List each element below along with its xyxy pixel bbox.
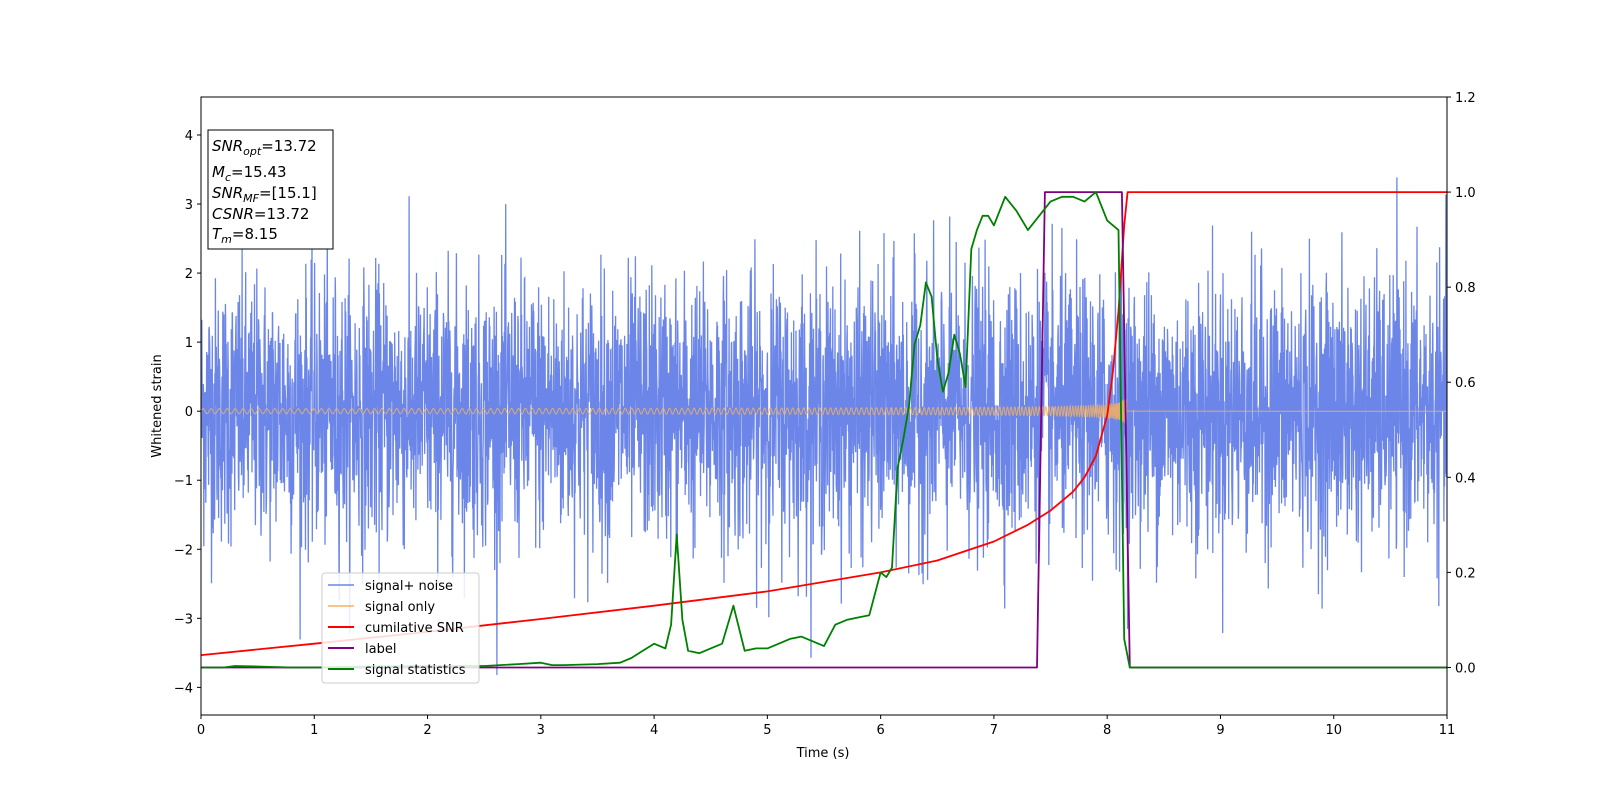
y-tick-label: −1 xyxy=(174,474,193,489)
y-right-tick-label: 1.0 xyxy=(1455,186,1476,201)
x-tick-label: 4 xyxy=(650,723,658,738)
legend: signal+ noise signal only cumilative SNR la… xyxy=(321,572,480,684)
x-tick-label: 9 xyxy=(1216,723,1224,738)
legend-frame xyxy=(321,572,480,684)
x-tick-label: 3 xyxy=(537,723,545,738)
info-box: SNRopt=13.72 Mc=15.43SNRMF=[15.1]CSNR=13.… xyxy=(207,129,334,250)
x-tick-label: 2 xyxy=(423,723,431,738)
y-right-tick-label: 0.2 xyxy=(1455,566,1476,581)
info-box-frame xyxy=(207,129,334,250)
y-tick-label: 4 xyxy=(185,129,193,144)
y-right-tick-label: 0.0 xyxy=(1455,661,1476,676)
x-tick-label: 8 xyxy=(1103,723,1111,738)
x-tick-label: 10 xyxy=(1325,723,1342,738)
x-tick-label: 6 xyxy=(876,723,884,738)
legend-entry-label: signal only xyxy=(365,600,435,615)
info-box-row: Mc=15.43 xyxy=(212,163,287,184)
plot-frame xyxy=(200,96,1448,716)
y-tick-label: −3 xyxy=(174,612,193,627)
x-axis-label: Time (s) xyxy=(796,746,850,761)
legend-entry-label: signal+ noise xyxy=(365,579,453,594)
y-tick-label: 0 xyxy=(185,405,193,420)
y-tick-label: −4 xyxy=(174,681,193,696)
y-tick-label: 1 xyxy=(185,336,193,351)
y-tick-label: 3 xyxy=(185,198,193,213)
y-tick-label: −2 xyxy=(174,543,193,558)
x-tick-label: 1 xyxy=(310,723,318,738)
y-right-tick-label: 0.8 xyxy=(1455,281,1476,296)
legend-entry-label: label xyxy=(365,642,396,657)
x-tick-label: 0 xyxy=(197,723,205,738)
y-right-tick-label: 0.6 xyxy=(1455,376,1476,391)
y-right-tick-label: 1.2 xyxy=(1455,91,1476,106)
legend-entry-label: cumilative SNR xyxy=(365,621,464,636)
y-axis-label: Whitened strain xyxy=(150,354,165,457)
info-box-row: SNRMF=[15.1] xyxy=(212,184,317,205)
series-line-signal-statistics xyxy=(201,191,1447,669)
legend-entry-label: signal statistics xyxy=(365,663,466,678)
info-box-row: SNRopt=13.72 xyxy=(212,137,317,158)
x-tick-label: 7 xyxy=(990,723,998,738)
info-box-row: Tm=8.15 xyxy=(212,225,278,246)
x-tick-label: 5 xyxy=(763,723,771,738)
y-right-tick-label: 0.4 xyxy=(1455,471,1476,486)
series-line-signal-only xyxy=(201,398,1447,425)
x-tick-label: 11 xyxy=(1439,723,1456,738)
y-tick-label: 2 xyxy=(185,267,193,282)
info-box-row: CSNR=13.72 xyxy=(212,205,309,223)
